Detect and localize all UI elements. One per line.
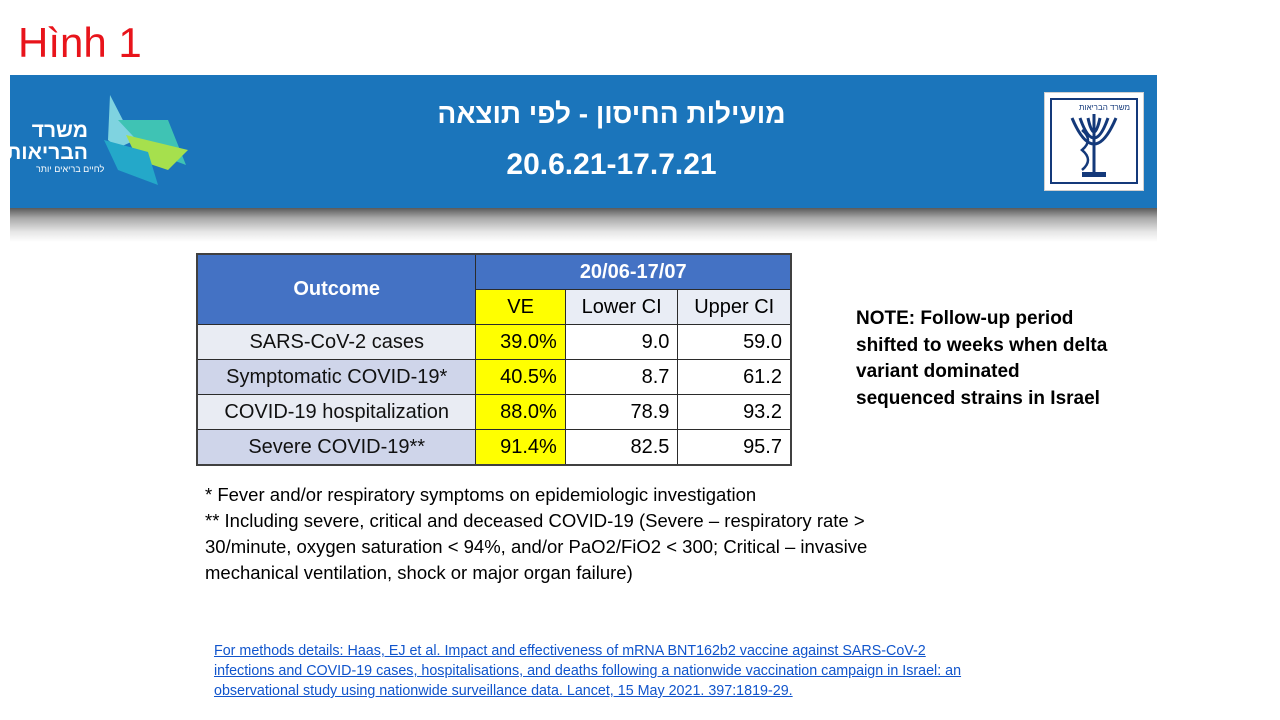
ve-cell: 40.5% xyxy=(475,359,566,395)
emblem-label: משרד הבריאות xyxy=(1078,103,1130,112)
outcome-cell: SARS-CoV-2 cases xyxy=(196,324,477,360)
period-header: 20/06-17/07 xyxy=(475,253,792,290)
citation-link[interactable]: For methods details: Haas, EJ et al. Imp… xyxy=(214,643,962,699)
logo-brand-text: משרד הבריאות xyxy=(6,119,88,164)
banner-date-range: 20.6.21-17.7.21 xyxy=(506,148,717,181)
banner-shadow xyxy=(10,208,1157,242)
vaccine-effectiveness-table: Outcome 20/06-17/07 VE Lower CI Upper CI… xyxy=(196,253,792,466)
banner-title: מועילות החיסון - לפי תוצאה xyxy=(437,98,786,129)
emblem-frame: משרד הבריאות xyxy=(1050,98,1138,184)
lower-ci-cell: 82.5 xyxy=(564,429,679,466)
lower-ci-cell: 78.9 xyxy=(564,394,679,430)
outcome-cell: Symptomatic COVID-19* xyxy=(196,359,477,395)
outcome-header: Outcome xyxy=(196,253,477,325)
ve-cell: 91.4% xyxy=(475,429,566,466)
ve-cell: 39.0% xyxy=(475,324,566,360)
table-row: COVID-19 hospitalization 88.0% 78.9 93.2 xyxy=(196,394,792,430)
upper-ci-column-header: Upper CI xyxy=(677,289,792,325)
table-row: Severe COVID-19** 91.4% 82.5 95.7 xyxy=(196,429,792,466)
slide-label: Hình 1 xyxy=(18,19,142,66)
outcome-cell: Severe COVID-19** xyxy=(196,429,477,466)
ve-column-header: VE xyxy=(475,289,566,325)
lower-ci-cell: 9.0 xyxy=(564,324,679,360)
menorah-emblem-icon xyxy=(1070,114,1118,177)
outcome-cell: COVID-19 hospitalization xyxy=(196,394,477,430)
footnotes: * Fever and/or respiratory symptoms on e… xyxy=(205,482,885,586)
header-banner xyxy=(10,75,1157,208)
ve-cell: 88.0% xyxy=(475,394,566,430)
upper-ci-cell: 59.0 xyxy=(677,324,792,360)
upper-ci-cell: 95.7 xyxy=(677,429,792,466)
upper-ci-cell: 93.2 xyxy=(677,394,792,430)
logo-tagline: לחיים בריאים יותר xyxy=(36,164,105,174)
wing-logo-icon xyxy=(104,95,188,185)
ministry-of-health-logo: משרד הבריאות לחיים בריאים יותר xyxy=(6,90,193,190)
footnote-severe: ** Including severe, critical and deceas… xyxy=(205,510,868,583)
lower-ci-column-header: Lower CI xyxy=(564,289,679,325)
lower-ci-cell: 8.7 xyxy=(564,359,679,395)
table-row: Symptomatic COVID-19* 40.5% 8.7 61.2 xyxy=(196,359,792,395)
ministry-emblem-logo: משרד הבריאות xyxy=(1044,92,1144,191)
upper-ci-cell: 61.2 xyxy=(677,359,792,395)
footnote-symptomatic: * Fever and/or respiratory symptoms on e… xyxy=(205,484,757,505)
follow-up-note: NOTE: Follow-up period shifted to weeks … xyxy=(856,308,1108,409)
table-row: SARS-CoV-2 cases 39.0% 9.0 59.0 xyxy=(196,324,792,360)
